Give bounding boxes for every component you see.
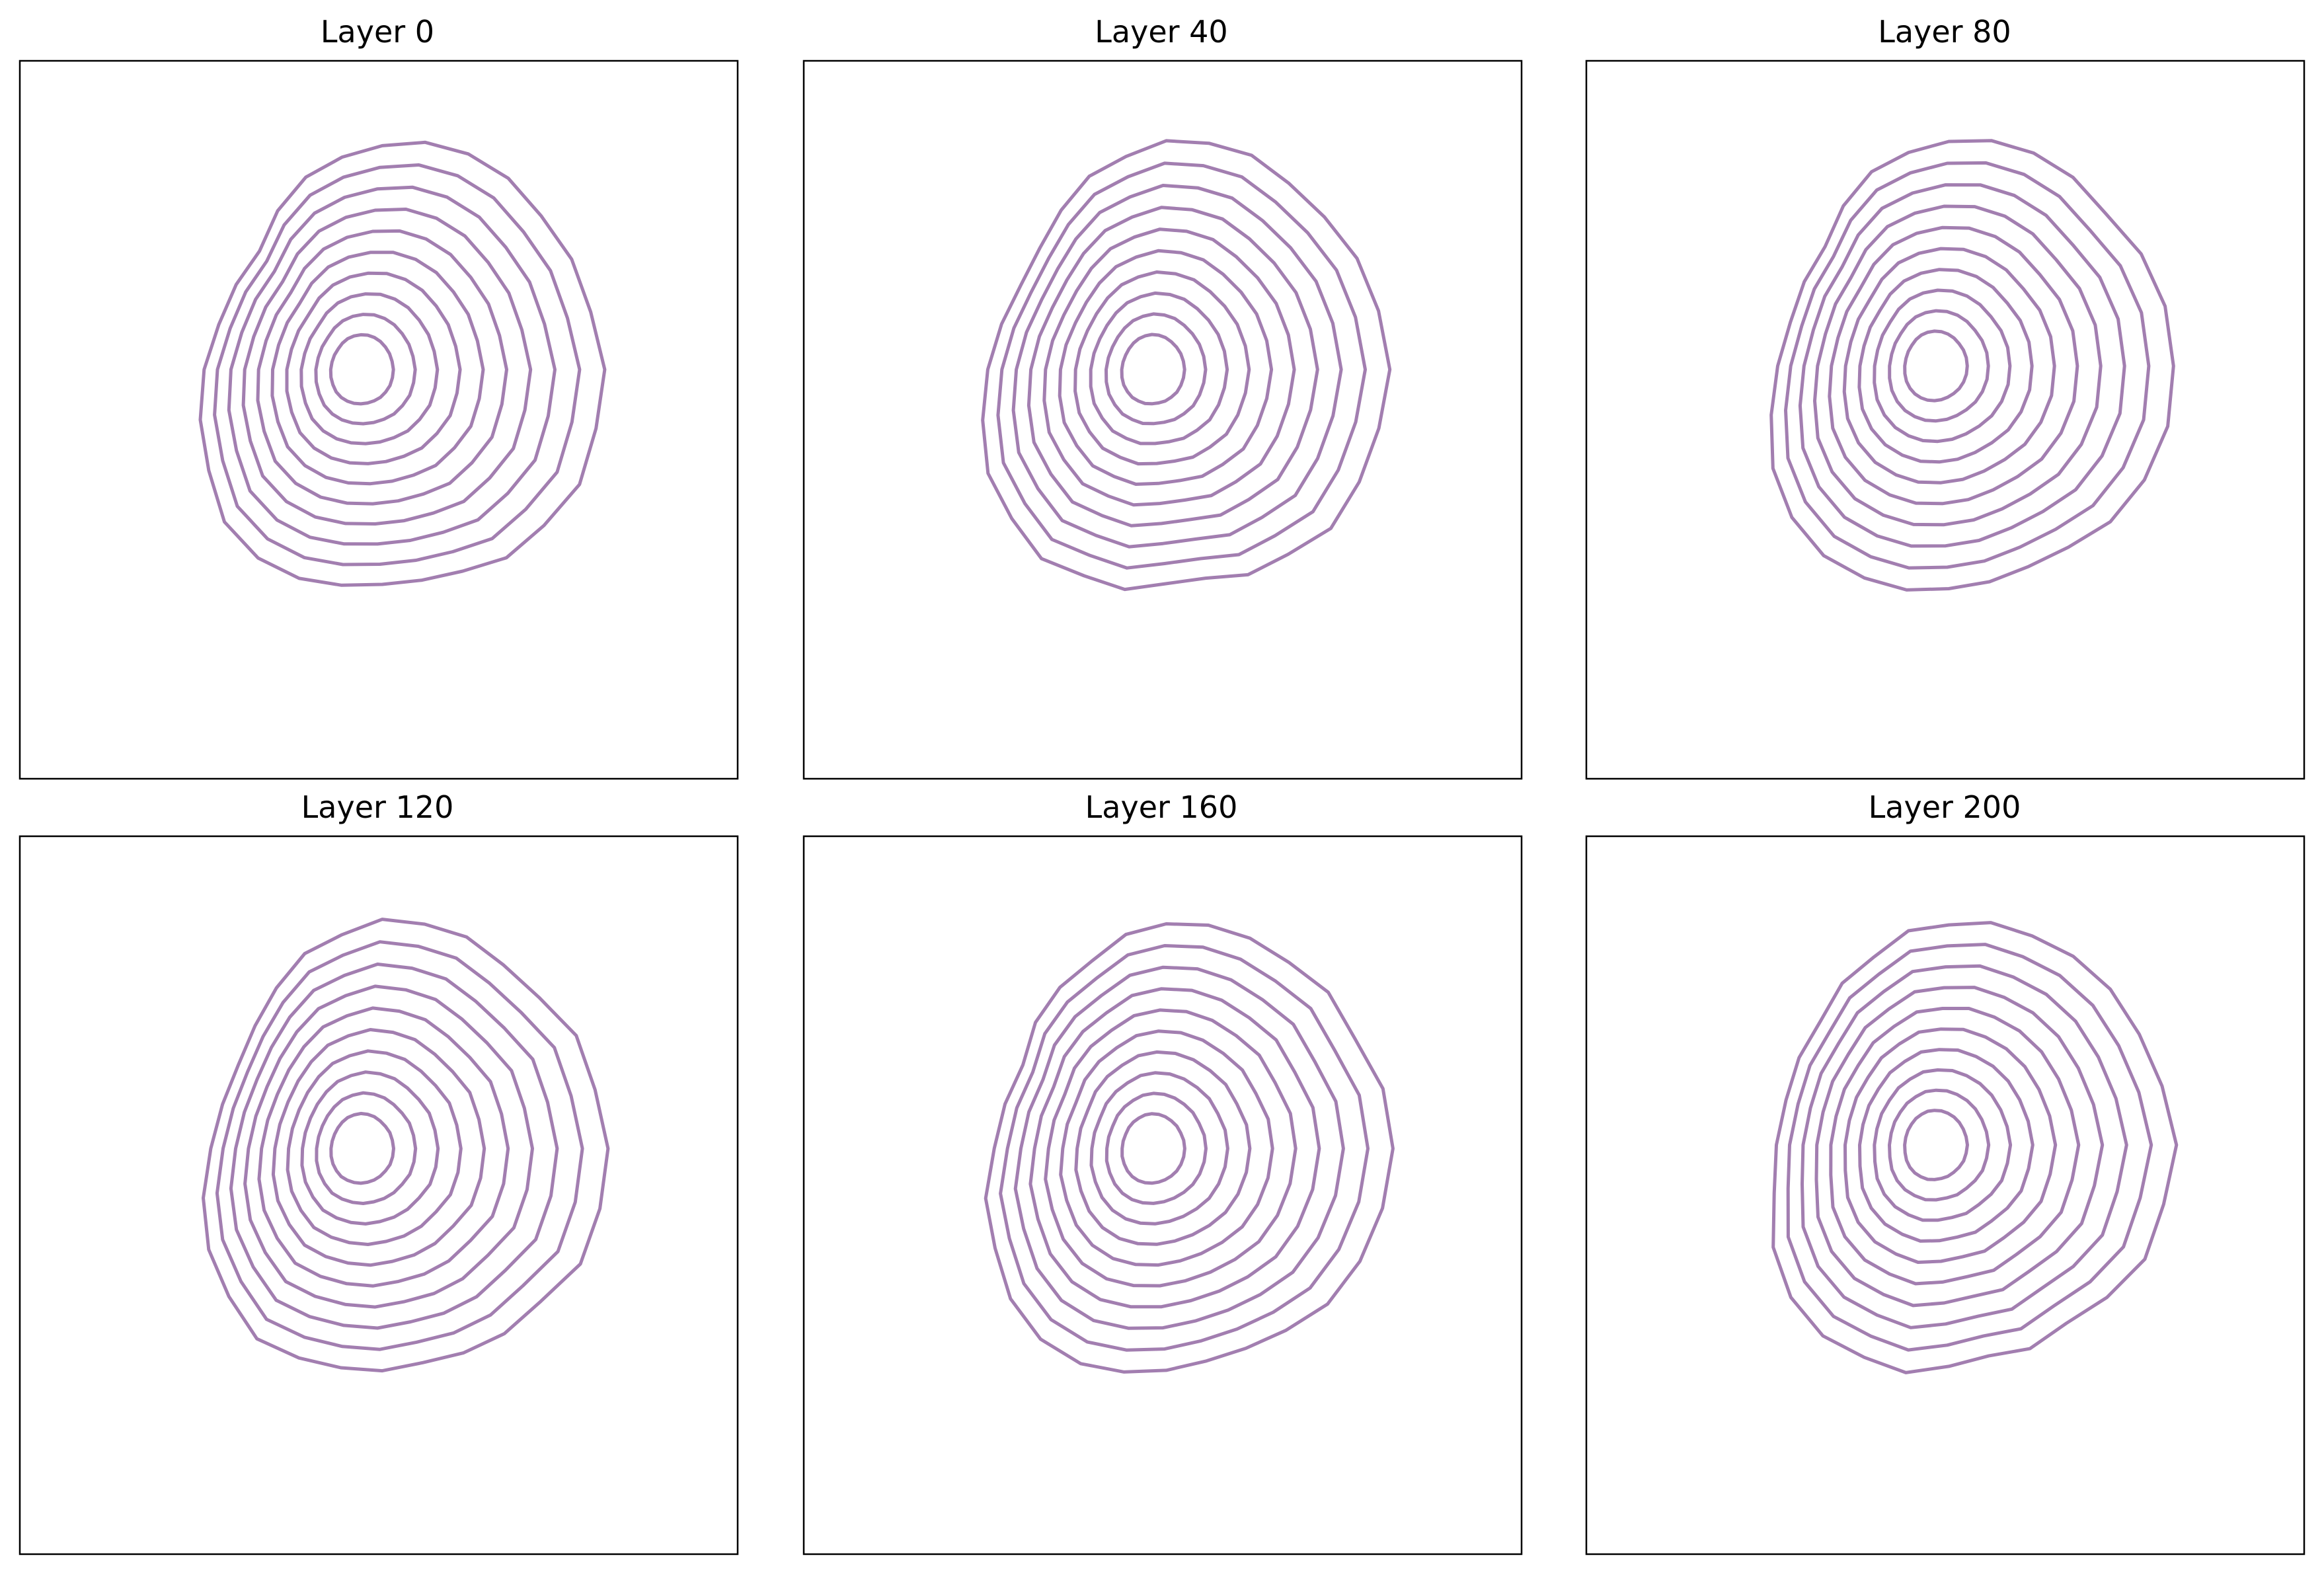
contour-line — [300, 1070, 440, 1226]
contour-line — [981, 139, 1392, 592]
contour-line — [1798, 183, 2126, 548]
contour-line — [1059, 1029, 1274, 1267]
contour-line — [1842, 247, 2056, 485]
contour-line — [202, 918, 610, 1373]
contour-line — [1858, 1048, 2034, 1243]
contour-line — [1888, 309, 1990, 423]
panel-title: Layer 160 — [1085, 789, 1238, 825]
contour-line — [1857, 268, 2034, 464]
contour-line — [1120, 1112, 1186, 1185]
contour-group — [984, 922, 1395, 1374]
contour-line — [996, 161, 1367, 570]
panel-title: Layer 200 — [1869, 789, 2021, 825]
contour-line — [329, 333, 395, 406]
contour-group — [1771, 921, 2179, 1374]
contour-line — [1873, 1068, 2013, 1222]
contour-line — [198, 140, 607, 587]
contour-line — [314, 313, 417, 426]
contour-line — [256, 229, 508, 506]
contour-line — [1873, 288, 2012, 444]
contour-line — [1784, 161, 2151, 570]
contour-line — [1011, 184, 1343, 549]
panel-layer-200: Layer 200 — [1585, 789, 2305, 1555]
contour-line — [1903, 1109, 1969, 1181]
axes-frame — [19, 59, 739, 780]
contour-line — [1843, 1027, 2058, 1264]
contour-line — [1042, 227, 1296, 507]
contour-line — [1104, 1091, 1208, 1205]
contour-line — [1786, 943, 2153, 1352]
contour-line — [984, 922, 1395, 1374]
contour-line — [1769, 139, 2175, 592]
panel-title: Layer 0 — [321, 14, 434, 50]
contour-line — [1013, 965, 1345, 1330]
contour-line — [315, 1091, 418, 1205]
contour-line — [1814, 986, 2105, 1308]
panel-layer-120: Layer 120 — [19, 789, 739, 1555]
contour-line — [270, 251, 485, 486]
panel-layer-0: Layer 0 — [19, 14, 739, 780]
contour-line — [1028, 987, 1321, 1309]
axes-frame — [1585, 59, 2305, 780]
contour-line — [1074, 1050, 1252, 1246]
contour-line — [1044, 1008, 1298, 1288]
contour-line — [257, 1006, 510, 1288]
contour-line — [1058, 249, 1274, 486]
contour-line — [1813, 204, 2103, 527]
contour-line — [1073, 270, 1251, 466]
contour-line — [243, 984, 534, 1309]
contour-line — [229, 963, 559, 1330]
contour-line — [1801, 964, 2128, 1329]
axes-frame — [19, 835, 739, 1555]
panel-layer-80: Layer 80 — [1585, 14, 2305, 780]
contour-line — [271, 1028, 486, 1267]
axes-frame — [802, 59, 1523, 780]
contour-line — [329, 1111, 395, 1185]
panel-layer-160: Layer 160 — [802, 789, 1523, 1555]
contour-line — [1829, 1007, 2081, 1286]
contour-line — [999, 944, 1370, 1352]
contour-line — [1828, 225, 2079, 506]
contour-line — [1089, 291, 1229, 446]
contour-line — [285, 271, 462, 465]
contour-line — [241, 208, 533, 526]
contour-line — [1903, 329, 1969, 403]
contour-group — [202, 918, 610, 1373]
panel-title: Layer 40 — [1095, 14, 1227, 50]
contour-group — [198, 140, 607, 587]
contour-line — [1771, 921, 2179, 1374]
contour-line — [213, 163, 582, 567]
contour-line — [1120, 333, 1186, 406]
axes-frame — [1585, 835, 2305, 1555]
contour-group — [1769, 139, 2175, 592]
contour-line — [1888, 1088, 1991, 1202]
contour-line — [299, 292, 440, 446]
contour-line — [1089, 1071, 1229, 1226]
contour-line — [227, 185, 557, 546]
contour-line — [1104, 312, 1208, 426]
panel-title: Layer 120 — [301, 789, 454, 825]
panel-layer-40: Layer 40 — [802, 14, 1523, 780]
axes-frame — [802, 835, 1523, 1555]
contour-group — [981, 139, 1392, 592]
panel-title: Layer 80 — [1878, 14, 2011, 50]
contour-line — [286, 1049, 463, 1246]
contour-line — [1026, 206, 1319, 528]
contour-line — [215, 940, 584, 1351]
